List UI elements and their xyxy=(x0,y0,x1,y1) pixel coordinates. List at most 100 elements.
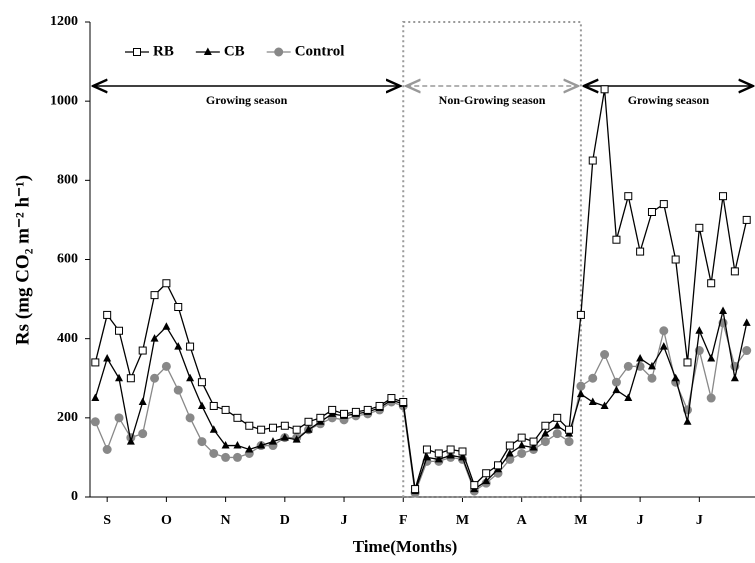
marker xyxy=(292,425,301,434)
marker xyxy=(636,353,645,362)
y-tick-label: 1000 xyxy=(50,93,78,108)
marker xyxy=(730,373,739,382)
marker xyxy=(600,350,610,359)
marker xyxy=(422,452,431,461)
marker xyxy=(186,342,195,351)
marker xyxy=(197,401,206,409)
marker xyxy=(588,397,597,405)
marker xyxy=(138,429,148,439)
marker xyxy=(600,85,609,94)
marker xyxy=(375,401,384,410)
season-box xyxy=(402,21,582,498)
marker xyxy=(576,389,585,398)
x-tick-label: N xyxy=(221,513,231,528)
marker xyxy=(422,445,431,454)
marker xyxy=(659,200,668,209)
marker xyxy=(529,437,538,446)
marker xyxy=(636,247,645,256)
marker xyxy=(138,397,147,405)
marker xyxy=(588,373,598,383)
y-axis-label: Rs (mg CO₂ m⁻² h⁻¹) xyxy=(12,175,33,345)
marker xyxy=(103,310,112,319)
marker xyxy=(174,342,183,350)
marker xyxy=(647,208,656,216)
marker xyxy=(115,326,124,335)
marker xyxy=(257,441,266,449)
marker xyxy=(671,373,680,382)
marker xyxy=(494,461,503,470)
marker xyxy=(647,373,657,383)
marker xyxy=(274,47,284,57)
y-tick-label: 0 xyxy=(71,489,78,504)
marker xyxy=(304,425,313,433)
marker xyxy=(91,358,100,367)
y-tick-label: 400 xyxy=(57,331,78,346)
marker xyxy=(719,192,728,201)
marker xyxy=(540,437,550,447)
marker xyxy=(209,448,219,458)
marker xyxy=(245,421,254,430)
legend-label: Control xyxy=(295,43,345,59)
legend-label: CB xyxy=(224,43,245,59)
marker xyxy=(458,447,467,456)
marker xyxy=(399,398,408,406)
marker xyxy=(623,361,633,371)
legend-label: RB xyxy=(153,43,174,59)
marker xyxy=(126,374,135,383)
y-tick-label: 600 xyxy=(57,252,78,267)
marker xyxy=(505,448,514,457)
marker xyxy=(280,433,289,441)
x-tick-label: M xyxy=(456,513,469,528)
marker xyxy=(268,423,277,432)
marker xyxy=(232,452,242,462)
marker xyxy=(482,476,491,485)
marker xyxy=(186,373,195,382)
marker xyxy=(683,417,692,425)
marker xyxy=(197,437,207,447)
marker xyxy=(553,421,562,429)
marker xyxy=(280,421,289,430)
marker xyxy=(588,156,597,165)
marker xyxy=(541,421,550,430)
marker xyxy=(90,417,100,427)
marker xyxy=(150,334,159,342)
marker xyxy=(340,409,349,418)
marker xyxy=(387,394,396,403)
marker xyxy=(91,393,100,402)
season-label: Non-Growing season xyxy=(439,93,546,107)
x-tick-label: O xyxy=(161,513,172,528)
marker xyxy=(173,385,183,395)
marker xyxy=(233,413,242,422)
marker xyxy=(612,235,621,244)
marker xyxy=(719,306,728,314)
marker xyxy=(150,373,160,383)
marker xyxy=(612,385,621,394)
y-tick-label: 200 xyxy=(57,410,78,425)
marker xyxy=(600,401,609,409)
x-tick-label: M xyxy=(574,513,587,528)
marker xyxy=(209,401,218,410)
marker xyxy=(707,353,716,362)
x-tick-label: J xyxy=(696,513,703,528)
season-label: Growing season xyxy=(628,93,710,107)
marker xyxy=(470,481,479,490)
x-tick-label: J xyxy=(341,513,348,528)
marker xyxy=(209,425,218,433)
marker xyxy=(647,361,656,370)
marker xyxy=(268,437,277,445)
series-line xyxy=(94,310,748,492)
marker xyxy=(434,454,443,463)
marker xyxy=(517,448,527,458)
marker xyxy=(541,429,550,437)
marker xyxy=(102,445,112,454)
marker xyxy=(671,255,680,264)
marker xyxy=(517,433,526,442)
marker xyxy=(611,377,621,387)
marker xyxy=(742,346,752,356)
y-tick-label: 1200 xyxy=(50,14,78,29)
marker xyxy=(695,326,704,334)
marker xyxy=(576,310,585,319)
x-tick-label: S xyxy=(103,513,111,528)
